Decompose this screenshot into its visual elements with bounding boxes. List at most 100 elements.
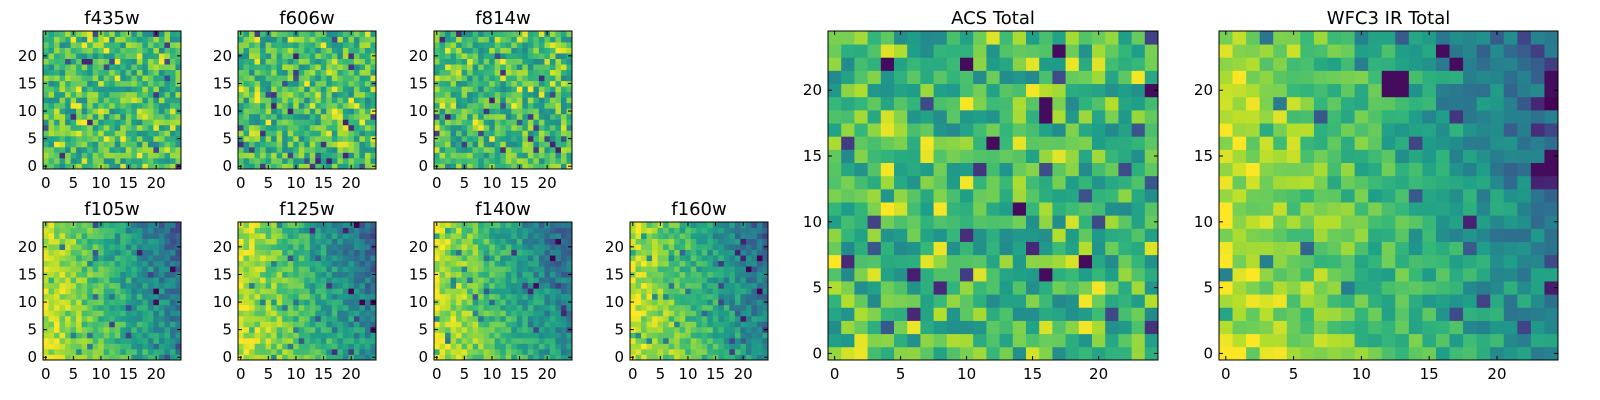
- heatmap-cell: [663, 321, 670, 328]
- heatmap-cell: [566, 102, 573, 109]
- heatmap-cell: [657, 348, 664, 355]
- heatmap-cell: [920, 320, 934, 335]
- heatmap-cell: [641, 255, 647, 262]
- heatmap-cell: [1131, 241, 1146, 256]
- heatmap-cell: [734, 326, 741, 333]
- heatmap-cell: [271, 315, 278, 322]
- heatmap-cell: [505, 124, 512, 131]
- heatmap-cell: [467, 53, 474, 59]
- heatmap-cell: [679, 348, 686, 355]
- heatmap-cell: [538, 130, 545, 137]
- heatmap-cell: [48, 348, 55, 355]
- heatmap-cell: [48, 31, 55, 37]
- heatmap-cell: [238, 86, 244, 93]
- heatmap-cell: [933, 320, 948, 335]
- heatmap-cell: [527, 53, 534, 59]
- heatmap-cell: [103, 343, 110, 350]
- heatmap-cell: [450, 135, 457, 142]
- heatmap-cell: [500, 130, 507, 137]
- heatmap-cell: [544, 108, 551, 115]
- heatmap-cell: [276, 86, 283, 93]
- heatmap-cell: [867, 149, 882, 163]
- heatmap-cell: [320, 119, 327, 126]
- heatmap-cell: [120, 233, 127, 239]
- heatmap-cell: [657, 277, 664, 284]
- heatmap-cell: [483, 163, 490, 170]
- heatmap-cell: [456, 152, 462, 159]
- heatmap-cell: [1052, 346, 1066, 361]
- heatmap-cell: [461, 277, 468, 284]
- heatmap-cell: [254, 227, 261, 234]
- heatmap-cell: [1092, 333, 1106, 348]
- heatmap-cell: [907, 281, 921, 295]
- heatmap-cell: [169, 260, 176, 267]
- heatmap-cell: [353, 113, 360, 120]
- heatmap-cell: [549, 86, 556, 93]
- heatmap-cell: [478, 326, 485, 333]
- heatmap-cell: [1105, 228, 1119, 242]
- heatmap-cell: [76, 135, 83, 142]
- heatmap-cell: [364, 293, 371, 300]
- heatmap-cell: [175, 152, 182, 159]
- axes-frame: [433, 221, 573, 361]
- heatmap-cell: [43, 266, 49, 273]
- heatmap-cell: [120, 354, 127, 361]
- heatmap-cell: [348, 53, 355, 59]
- heatmap-cell: [260, 299, 266, 306]
- heatmap-cell: [59, 69, 66, 76]
- heatmap-cell: [304, 260, 311, 267]
- heatmap-cell: [265, 304, 272, 311]
- heatmap-cell: [439, 260, 446, 267]
- heatmap-cell: [164, 130, 171, 137]
- heatmap-cell: [70, 321, 77, 328]
- heatmap-cell: [131, 299, 138, 306]
- heatmap-cell: [169, 304, 176, 311]
- heatmap-cell: [271, 102, 278, 109]
- heatmap-cell: [353, 293, 360, 300]
- heatmap-cell: [271, 113, 278, 120]
- heatmap-cell: [434, 277, 440, 284]
- heatmap-cell: [478, 75, 485, 82]
- heatmap-cell: [254, 337, 261, 344]
- heatmap-cell: [712, 348, 719, 355]
- heatmap-cell: [668, 222, 675, 228]
- y-tick-label: 15: [605, 265, 624, 283]
- heatmap-cell: [549, 293, 556, 300]
- heatmap-cell: [1118, 254, 1132, 269]
- heatmap-cell: [309, 332, 316, 339]
- heatmap-cell: [48, 141, 55, 148]
- heatmap-cell: [282, 163, 289, 170]
- heatmap-cell: [109, 266, 116, 273]
- heatmap-cell: [153, 260, 160, 267]
- heatmap-cell: [169, 108, 176, 115]
- heatmap-cell: [331, 266, 338, 273]
- heatmap-cell: [566, 31, 573, 37]
- heatmap-cell: [1144, 241, 1159, 256]
- heatmap-cell: [304, 141, 311, 148]
- heatmap-cell: [125, 255, 132, 262]
- heatmap-cell: [718, 238, 725, 245]
- heatmap-cell: [707, 293, 714, 300]
- heatmap-cell: [76, 343, 83, 350]
- heatmap-cell: [999, 241, 1014, 256]
- heatmap-cell: [696, 238, 703, 245]
- heatmap-cell: [566, 86, 573, 93]
- heatmap-cell: [461, 157, 468, 164]
- heatmap-cell: [690, 310, 697, 317]
- heatmap-cell: [560, 130, 567, 137]
- heatmap-cell: [1039, 267, 1053, 282]
- heatmap-cell: [54, 135, 60, 142]
- heatmap-cell: [282, 238, 289, 245]
- heatmap-cell: [331, 152, 338, 159]
- heatmap-cell: [337, 47, 344, 54]
- heatmap-cell: [467, 227, 474, 234]
- heatmap-cell: [538, 277, 545, 284]
- heatmap-cell: [271, 53, 278, 59]
- heatmap-cell: [516, 266, 523, 273]
- heatmap-cell: [478, 157, 485, 164]
- heatmap-cell: [880, 228, 895, 242]
- heatmap-cell: [342, 135, 349, 142]
- heatmap-cell: [54, 260, 60, 267]
- heatmap-cell: [153, 42, 160, 48]
- heatmap-cell: [169, 238, 176, 245]
